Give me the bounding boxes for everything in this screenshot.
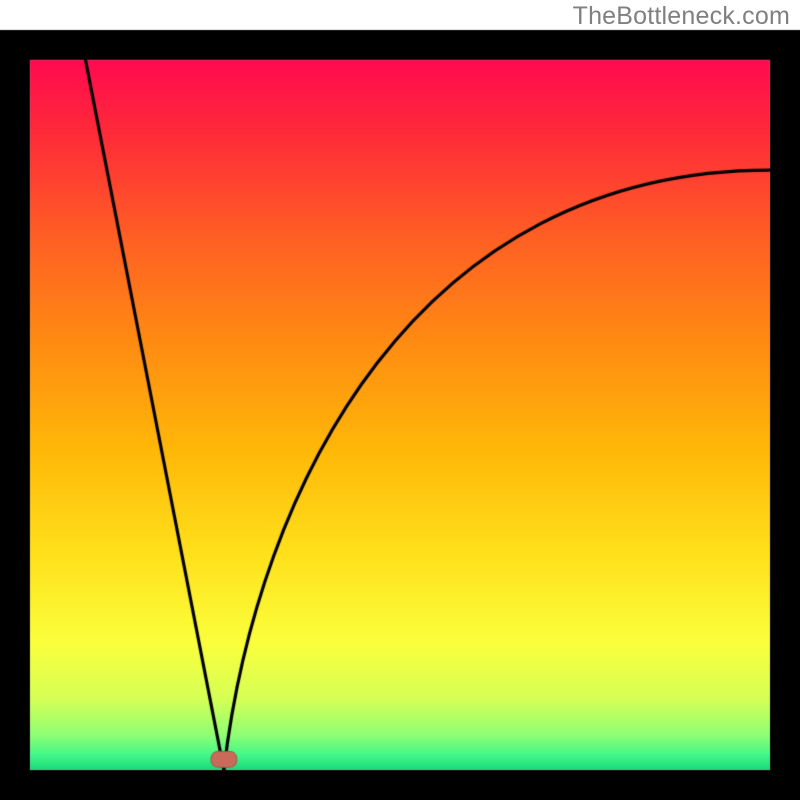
watermark-text: TheBottleneck.com [573, 2, 790, 31]
chart-root: TheBottleneck.com [0, 0, 800, 800]
plot-frame [0, 0, 800, 800]
